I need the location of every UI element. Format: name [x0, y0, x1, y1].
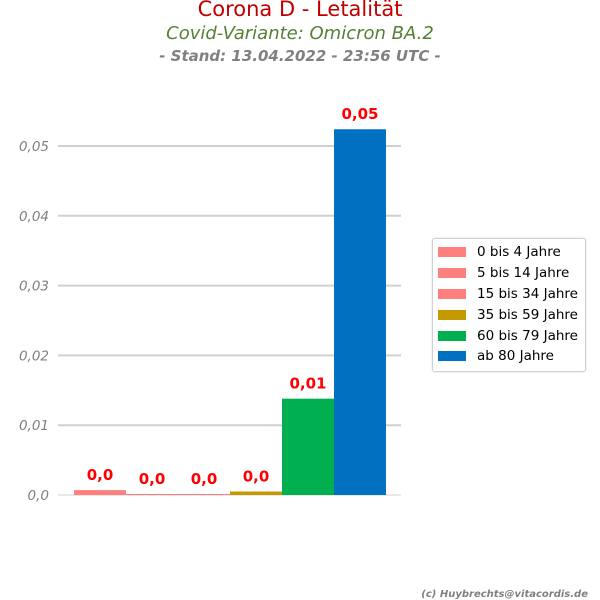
y-tick-label: 0,02: [19, 348, 49, 364]
legend-swatch: [438, 247, 466, 258]
bar: [282, 398, 334, 495]
bar: [126, 494, 178, 495]
legend-swatch: [438, 309, 466, 320]
data-label: 0,01: [289, 375, 326, 393]
chart-subtitle: Covid-Variante: Omicron BA.2: [166, 23, 434, 44]
chart-title: Corona D - Letalität: [197, 0, 403, 21]
data-label: 0,0: [87, 466, 114, 484]
bar: [334, 129, 386, 496]
legend-label: 5 bis 14 Jahre: [477, 265, 570, 282]
bar: [230, 491, 282, 495]
y-tick-label: 0,01: [19, 418, 49, 434]
legend-item: 15 bis 34 Jahre: [433, 284, 585, 305]
legend-item: 35 bis 59 Jahre: [433, 304, 585, 325]
legend-swatch: [438, 330, 466, 341]
y-tick-label: 0,04: [19, 209, 49, 225]
bar: [74, 490, 126, 495]
legend-swatch: [438, 351, 466, 362]
legend-label: 15 bis 34 Jahre: [477, 285, 578, 302]
data-label: 0,0: [191, 470, 218, 488]
y-tick-label: 0,05: [19, 139, 49, 155]
y-tick-label: 0,03: [19, 279, 49, 295]
legend-swatch: [438, 268, 466, 279]
legend-item: 60 bis 79 Jahre: [433, 325, 585, 346]
credit: (c) Huybrechts@vitacordis.de: [421, 589, 588, 600]
legend-label: 0 bis 4 Jahre: [477, 244, 561, 261]
legend-label: 60 bis 79 Jahre: [477, 327, 578, 344]
data-label: 0,05: [341, 105, 378, 123]
legend-label: ab 80 Jahre: [477, 348, 554, 365]
legend: 0 bis 4 Jahre 5 bis 14 Jahre 15 bis 34 Jah…: [432, 238, 586, 372]
legend-item: 0 bis 4 Jahre: [433, 242, 585, 263]
legend-item: 5 bis 14 Jahre: [433, 263, 585, 284]
legend-item: ab 80 Jahre: [433, 346, 585, 367]
data-label: 0,0: [243, 468, 270, 486]
bar: [178, 494, 230, 495]
chart-date: - Stand: 13.04.2022 - 23:56 UTC -: [159, 47, 441, 65]
legend-swatch: [438, 288, 466, 299]
data-label: 0,0: [139, 470, 166, 488]
y-tick-label: 0,0: [28, 488, 49, 504]
legend-label: 35 bis 59 Jahre: [477, 306, 578, 323]
